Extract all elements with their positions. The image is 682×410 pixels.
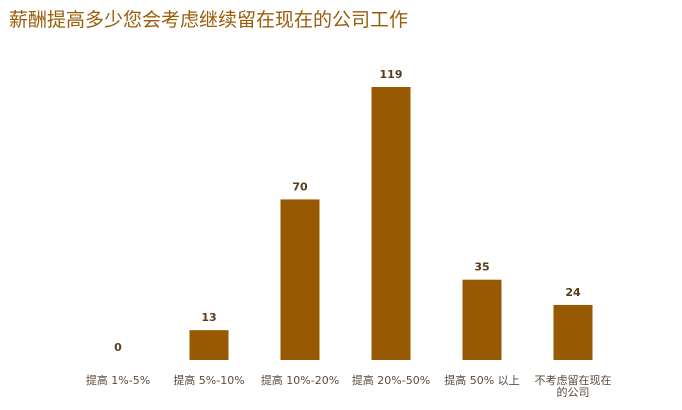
bar-2 [280, 199, 320, 360]
bar-1 [189, 330, 229, 360]
bar-3 [371, 87, 411, 360]
value-label-4: 35 [474, 261, 489, 274]
x-axis-tick-labels: 提高 1%-5% 提高 5%-10% 提高 10%-20% 提高 20%-50% 提高 … [86, 373, 612, 399]
value-label-1: 13 [201, 311, 216, 324]
x-tick-label-5-line-1: 的公司 [557, 385, 590, 399]
chart-title: 薪酬提高多少您会考虑继续留在现在的公司工作 [9, 9, 409, 31]
x-tick-label-0: 提高 1%-5% [86, 373, 150, 387]
bars-layer [189, 87, 593, 360]
bar-4 [462, 279, 502, 360]
x-tick-label-3: 提高 20%-50% [352, 373, 430, 387]
value-labels-layer: 0 13 70 119 35 24 [114, 68, 581, 354]
x-tick-label-1: 提高 5%-10% [173, 373, 244, 387]
value-label-3: 119 [380, 68, 403, 81]
x-tick-label-5-line-0: 不考虑留在现在 [535, 374, 612, 387]
value-label-0: 0 [114, 341, 122, 354]
bar-5 [553, 304, 593, 360]
value-label-5: 24 [565, 286, 581, 299]
x-tick-label-4: 提高 50% 以上 [444, 373, 519, 387]
x-tick-label-2: 提高 10%-20% [261, 373, 339, 387]
value-label-2: 70 [292, 180, 308, 193]
